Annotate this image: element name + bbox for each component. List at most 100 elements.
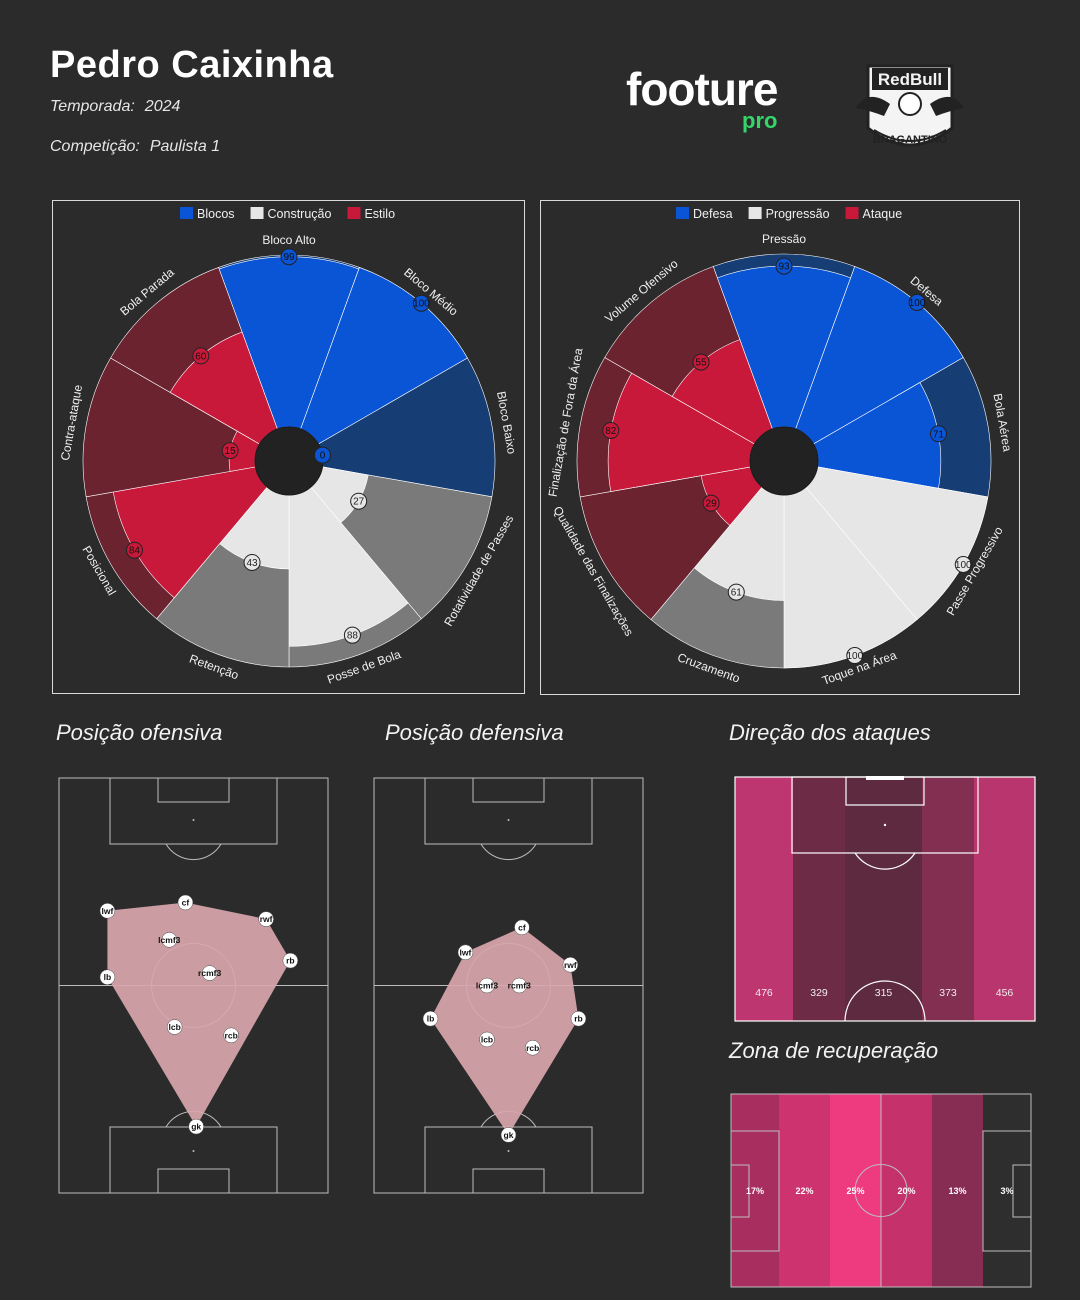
player-marker-gk (188, 1118, 204, 1135)
footure-logo: footure (626, 63, 778, 115)
competition-line: Competição: Paulista 1 (50, 138, 220, 156)
legend-label-blocos: Blocos (197, 207, 235, 221)
lane-4 (922, 777, 974, 1021)
competition-value: Paulista 1 (149, 138, 221, 155)
goal-box-top (157, 777, 230, 803)
radar-phases-legend: Defesa Progressão Ataque (676, 207, 902, 221)
player-marker-gk (500, 1127, 517, 1143)
player-marker-lcmf3 (479, 977, 495, 994)
legend-label-construcao: Construção (268, 207, 332, 221)
team-shape (107, 902, 291, 1127)
legend-label-defesa: Defesa (693, 207, 733, 221)
value-label-retencao: 43 (247, 558, 259, 569)
team-shape (430, 927, 579, 1135)
value-badge-defesa (908, 293, 926, 311)
value-label-defesa: 100 (909, 298, 926, 309)
value-badge-cruzamento (727, 583, 745, 601)
attack-direction-chart: 476 329 315 373 456 (734, 776, 1036, 1022)
value-badge-passe-progressivo (954, 556, 972, 573)
zone-value-2: 22% (795, 1186, 813, 1196)
value-label-posse-de-bola: 88 (347, 631, 359, 642)
player-marker-lb (422, 1010, 439, 1027)
season-line: Temporada: 2024 (50, 98, 180, 116)
zone-value-1: 17% (746, 1186, 764, 1196)
lane-5 (974, 777, 1035, 1021)
legend-label-progressao: Progressão (766, 207, 830, 221)
legend-label-ataque: Ataque (863, 207, 903, 221)
legend-swatch-defesa (676, 207, 689, 219)
player-marker-lb (99, 969, 116, 985)
player-label-lb: lb (427, 1014, 435, 1024)
player-marker-lwf (99, 903, 116, 919)
player-marker-lcb (166, 1019, 183, 1035)
value-badge-bloco-alto (280, 248, 298, 266)
player-label-rcmf3: rcmf3 (198, 968, 221, 978)
player-label-lcmf3: lcmf3 (476, 981, 498, 991)
zone-1 (731, 1094, 779, 1287)
penalty-box-top (424, 777, 593, 845)
recovery-zone-title: Zona de recuperação (729, 1038, 939, 1063)
player-marker-rwf (562, 957, 579, 973)
value-badge-finalizacao-de-fora-da-area (602, 421, 620, 439)
penalty-arc (854, 852, 916, 870)
value-badge-qualidade-das-finalizacoes (702, 494, 720, 512)
value-badge-rotatividade-de-passes (350, 492, 368, 510)
penalty-spot-bottom (507, 1150, 510, 1152)
value-label-bola-parada: 60 (195, 351, 207, 362)
zone-value-6: 3% (1000, 1186, 1013, 1196)
player-marker-cf (177, 894, 194, 911)
lane-3 (845, 777, 922, 1021)
value-badge-posicional (125, 541, 143, 559)
legend-swatch-ataque (845, 207, 859, 219)
zone-6 (983, 1094, 1031, 1287)
goal-box-top (472, 777, 545, 803)
radar-center (254, 426, 324, 496)
player-label-rwf: rwf (564, 960, 577, 970)
penalty-box-bottom (109, 1126, 278, 1194)
value-label-contra-ataque: 15 (225, 446, 237, 457)
player-marker-rcb (524, 1040, 541, 1056)
player-marker-rb (282, 952, 299, 969)
legend-swatch-estilo (347, 207, 361, 219)
season-label: Temporada: (50, 98, 135, 115)
value-label-qualidade-das-finalizacoes: 29 (706, 499, 718, 510)
value-label-cruzamento: 61 (731, 588, 743, 599)
value-badge-posse-de-bola (343, 626, 361, 644)
goal (866, 776, 904, 780)
penalty-spot-bottom (192, 1150, 195, 1152)
player-label-cf: cf (182, 898, 190, 908)
player-label-gk: gk (504, 1130, 514, 1140)
value-label-bloco-medio: 100 (413, 299, 430, 310)
svg-text:RedBull: RedBull (878, 70, 942, 89)
radar-style-legend: Blocos Construção Estilo (180, 207, 395, 221)
value-badge-bola-parada (192, 347, 210, 365)
player-label-lcb: lcb (481, 1034, 493, 1044)
lane-value-1: 476 (755, 987, 773, 999)
category-label-pressao: Pressão (762, 232, 806, 246)
value-badge-pressao (775, 257, 793, 275)
center-circle (854, 1164, 908, 1217)
penalty-spot-top (507, 819, 510, 821)
player-label-rcb: rcb (225, 1030, 238, 1040)
radar-phases-chart: Defesa Progressão Ataque PressãoDefesaBola… (540, 200, 1020, 695)
legend-swatch-progressao (748, 207, 762, 219)
center-circle (844, 980, 926, 1022)
player-marker-rb (570, 1010, 587, 1027)
page-title: Pedro Caixinha (50, 44, 334, 86)
player-label-lb: lb (104, 972, 112, 982)
penalty-arc-top (165, 843, 222, 861)
radar-center (749, 426, 819, 496)
value-badge-contra-ataque (221, 442, 239, 460)
value-label-bloco-alto: 99 (283, 252, 295, 263)
lane-value-4: 373 (939, 987, 957, 999)
value-badge-bola-aerea (929, 425, 947, 443)
lane-1 (735, 777, 793, 1021)
player-label-gk: gk (191, 1122, 201, 1132)
attack-direction-title: Direção dos ataques (729, 720, 931, 745)
player-marker-cf (514, 919, 530, 936)
season-value: 2024 (144, 98, 181, 115)
penalty-spot (883, 823, 887, 827)
player-marker-rcmf3 (511, 977, 528, 994)
lane-2 (793, 777, 845, 1021)
